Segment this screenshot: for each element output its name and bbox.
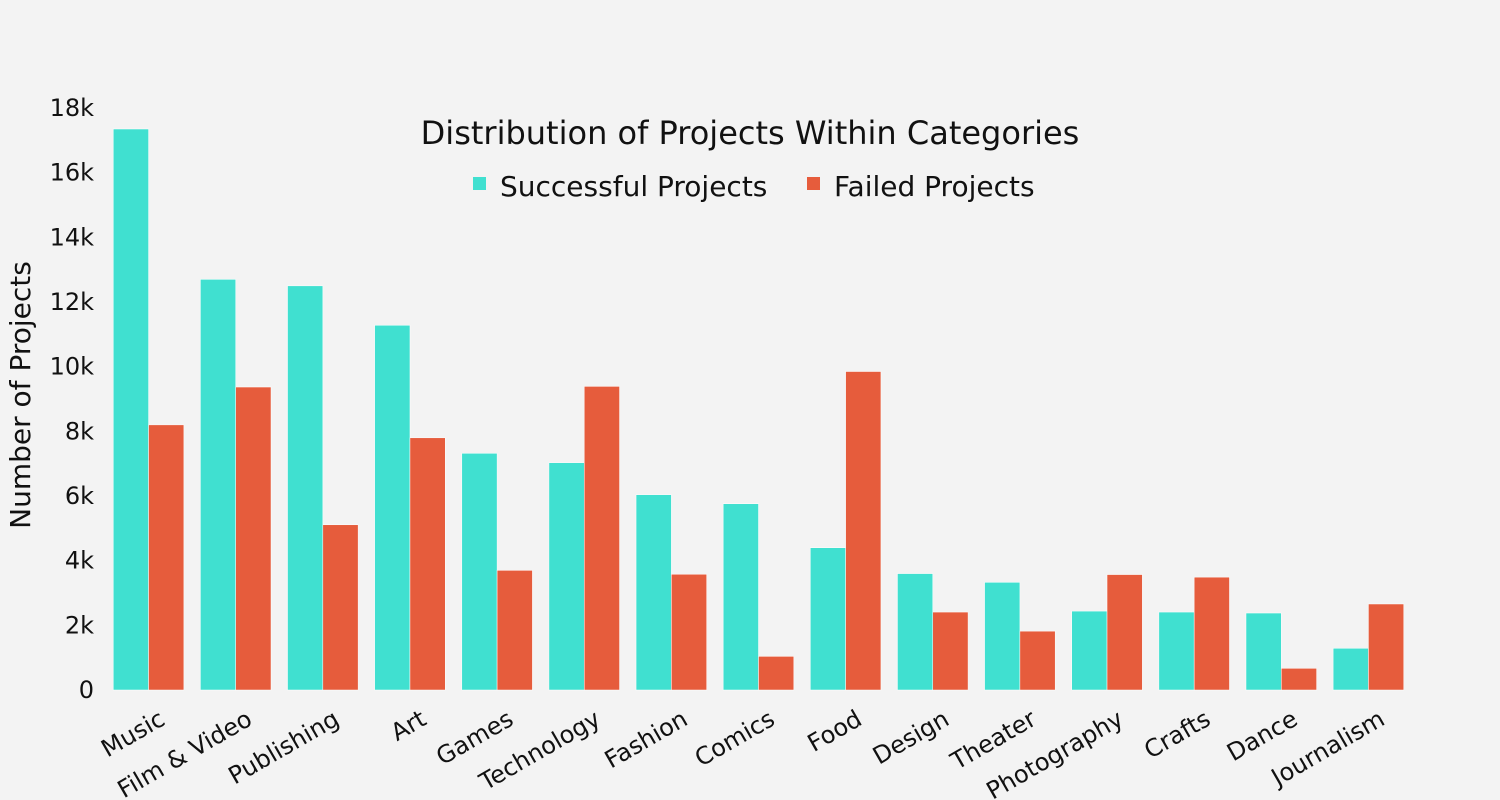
bar-failed-design[interactable] xyxy=(932,611,969,691)
legend-label-successful: Successful Projects xyxy=(500,170,767,203)
bar-successful-fashion[interactable] xyxy=(635,494,672,691)
legend[interactable]: Successful Projects Failed Projects xyxy=(473,170,1035,203)
bar-failed-music[interactable] xyxy=(148,424,185,691)
bar-successful-publishing[interactable] xyxy=(287,285,324,691)
bar-failed-art[interactable] xyxy=(409,437,446,691)
bar-successful-theater[interactable] xyxy=(984,582,1021,691)
bar-successful-journalism[interactable] xyxy=(1332,648,1369,691)
bar-successful-crafts[interactable] xyxy=(1158,611,1195,691)
y-tick-label: 16k xyxy=(50,159,95,187)
y-tick-label: 12k xyxy=(50,288,95,316)
bar-successful-art[interactable] xyxy=(374,325,411,691)
legend-swatch-successful xyxy=(473,177,486,190)
bar-failed-games[interactable] xyxy=(496,570,533,691)
bar-failed-comics[interactable] xyxy=(758,656,795,691)
bar-successful-comics[interactable] xyxy=(722,503,759,691)
bar-failed-film-video[interactable] xyxy=(235,386,272,691)
bar-successful-dance[interactable] xyxy=(1245,612,1282,691)
y-tick-label: 18k xyxy=(50,94,95,122)
chart-title: Distribution of Projects Within Categori… xyxy=(421,114,1080,152)
y-tick-label: 8k xyxy=(65,417,94,445)
bar-successful-film-video[interactable] xyxy=(200,279,236,691)
y-axis: 0 2k 4k 6k 8k 10k 12k 14k 16k 18k xyxy=(50,94,95,704)
bar-failed-fashion[interactable] xyxy=(671,573,707,691)
y-tick-label: 0 xyxy=(79,676,94,704)
bar-failed-journalism[interactable] xyxy=(1368,603,1404,691)
y-tick-label: 6k xyxy=(65,482,94,510)
bar-failed-dance[interactable] xyxy=(1281,668,1317,691)
bar-successful-games[interactable] xyxy=(461,453,498,691)
y-tick-label: 2k xyxy=(65,611,94,639)
bar-series-group xyxy=(113,128,1404,691)
legend-label-failed: Failed Projects xyxy=(834,170,1035,203)
bar-failed-food[interactable] xyxy=(845,371,882,691)
y-tick-label: 4k xyxy=(65,547,94,575)
bar-failed-crafts[interactable] xyxy=(1193,576,1230,691)
y-tick-label: 14k xyxy=(50,223,95,251)
bar-failed-publishing[interactable] xyxy=(322,524,359,691)
y-axis-label: Number of Projects xyxy=(4,261,37,529)
bar-successful-food[interactable] xyxy=(810,547,846,691)
bar-successful-design[interactable] xyxy=(897,573,934,691)
bar-successful-photography[interactable] xyxy=(1071,610,1108,691)
y-tick-label: 10k xyxy=(50,353,95,381)
bar-failed-technology[interactable] xyxy=(583,386,620,691)
bar-successful-music[interactable] xyxy=(113,128,149,691)
bar-successful-technology[interactable] xyxy=(548,462,585,691)
bar-failed-photography[interactable] xyxy=(1106,574,1143,691)
bar-failed-theater[interactable] xyxy=(1019,630,1056,691)
legend-swatch-failed xyxy=(807,177,820,190)
